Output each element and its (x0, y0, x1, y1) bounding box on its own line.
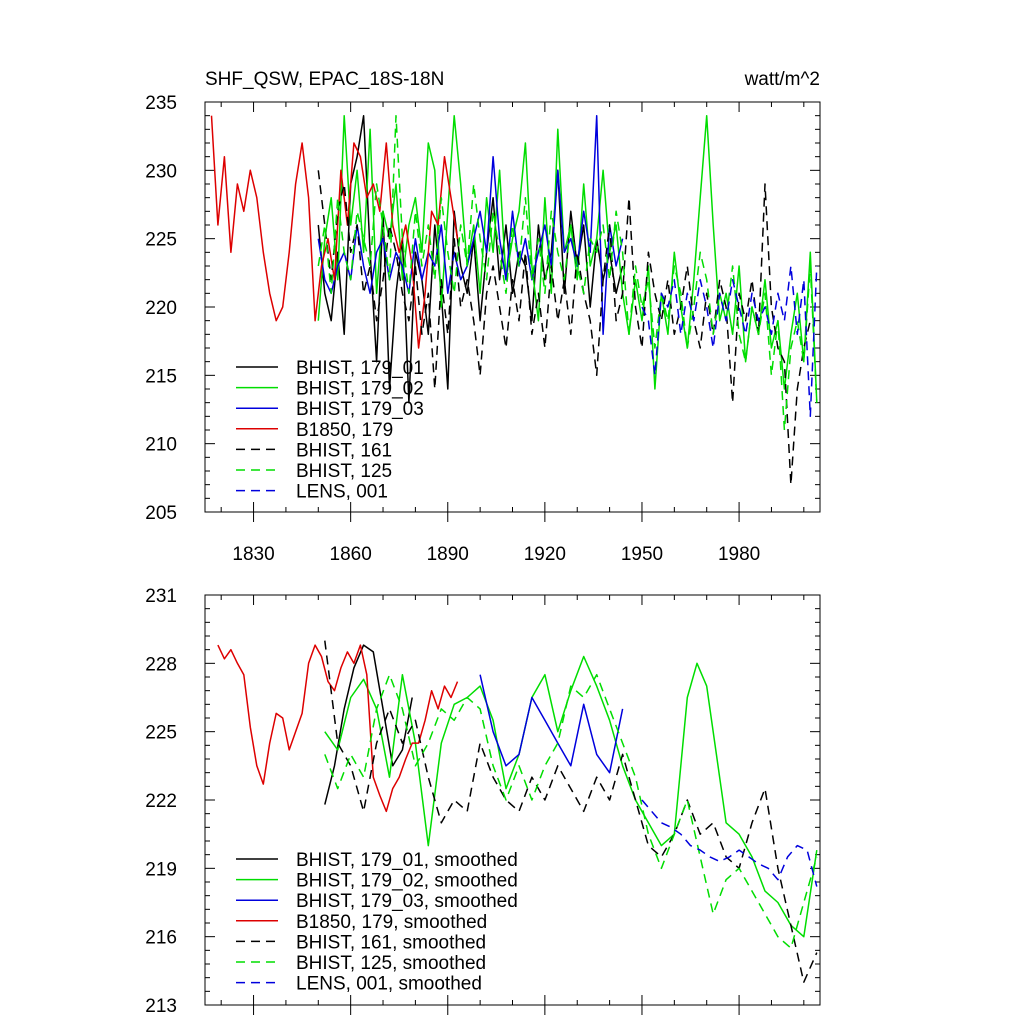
bottom-axis-ticks: 213 216 219 222 225 228 231 (145, 586, 820, 1017)
top-legend-label: BHIST, 125 (296, 461, 392, 482)
bottom-legend-label: BHIST, 179_02, smoothed (296, 871, 518, 892)
top-x-tick-label: 1980 (718, 544, 760, 565)
bottom-series-line-5 (324, 640, 818, 983)
top-x-tick-label: 1890 (427, 544, 469, 565)
top-series-line-4 (210, 115, 459, 349)
bottom-y-tick-label: 228 (145, 654, 177, 675)
top-panel: SHF_QSW, EPAC_18S-18N watt/m^2 1830 1860 1… (145, 69, 821, 565)
top-series-line-1 (317, 114, 624, 404)
bottom-series-line-7 (641, 799, 818, 887)
bottom-y-tick-label: 219 (145, 859, 177, 880)
top-legend-label: BHIST, 179_01 (296, 358, 424, 379)
top-y-tick-label: 230 (145, 161, 177, 182)
top-legend-label: B1850, 179 (296, 420, 393, 441)
top-axis-ticks: 1830 1860 1890 1920 1950 1980 205 210 215 220 225 2… (145, 93, 820, 565)
bottom-series-line-3 (479, 674, 624, 774)
top-x-tick-label: 1830 (232, 544, 274, 565)
bottom-legend-label: LENS, 001, smoothed (296, 974, 482, 995)
top-y-tick-label: 220 (145, 298, 177, 319)
bottom-panel: 213 216 219 222 225 228 231 BHIST, 179_01, smo… (145, 586, 821, 1017)
top-chart-units: watt/m^2 (744, 69, 820, 90)
bottom-y-tick-label: 225 (145, 723, 177, 744)
top-series-line-3 (317, 114, 624, 336)
top-x-tick-label: 1920 (524, 544, 566, 565)
top-y-tick-label: 235 (145, 93, 177, 114)
bottom-y-tick-label: 216 (145, 928, 177, 949)
top-chart-title: SHF_QSW, EPAC_18S-18N (205, 69, 444, 90)
bottom-legend-label: BHIST, 161, smoothed (296, 932, 486, 953)
top-y-tick-label: 215 (145, 366, 177, 387)
top-legend-label: BHIST, 179_03 (296, 399, 424, 420)
top-y-tick-label: 210 (145, 435, 177, 456)
top-legend-label: BHIST, 179_02 (296, 379, 424, 400)
bottom-legend-label: B1850, 179, smoothed (296, 912, 487, 933)
top-series-line-5 (317, 170, 812, 486)
top-legend-label: LENS, 001 (296, 482, 388, 503)
top-y-tick-label: 205 (145, 503, 177, 524)
bottom-y-tick-label: 222 (145, 791, 177, 812)
top-x-tick-label: 1860 (330, 544, 372, 565)
bottom-legend-label: BHIST, 179_03, smoothed (296, 891, 518, 912)
bottom-series-group (217, 640, 818, 983)
bottom-series-line-6 (324, 673, 818, 949)
top-series-group (210, 114, 818, 486)
bottom-y-tick-label: 231 (145, 586, 177, 607)
bottom-y-tick-label: 213 (145, 996, 177, 1017)
bottom-legend-label: BHIST, 179_01, smoothed (296, 850, 518, 871)
top-series-line-7 (641, 265, 818, 418)
bottom-series-line-1 (324, 644, 413, 805)
top-x-tick-label: 1950 (621, 544, 663, 565)
bottom-series-line-2 (324, 655, 818, 938)
top-legend-label: BHIST, 161 (296, 440, 392, 461)
bottom-series-line-4 (217, 644, 459, 813)
bottom-legend-label: BHIST, 125, smoothed (296, 953, 486, 974)
top-series-line-6 (317, 114, 818, 431)
top-y-tick-label: 225 (145, 230, 177, 251)
